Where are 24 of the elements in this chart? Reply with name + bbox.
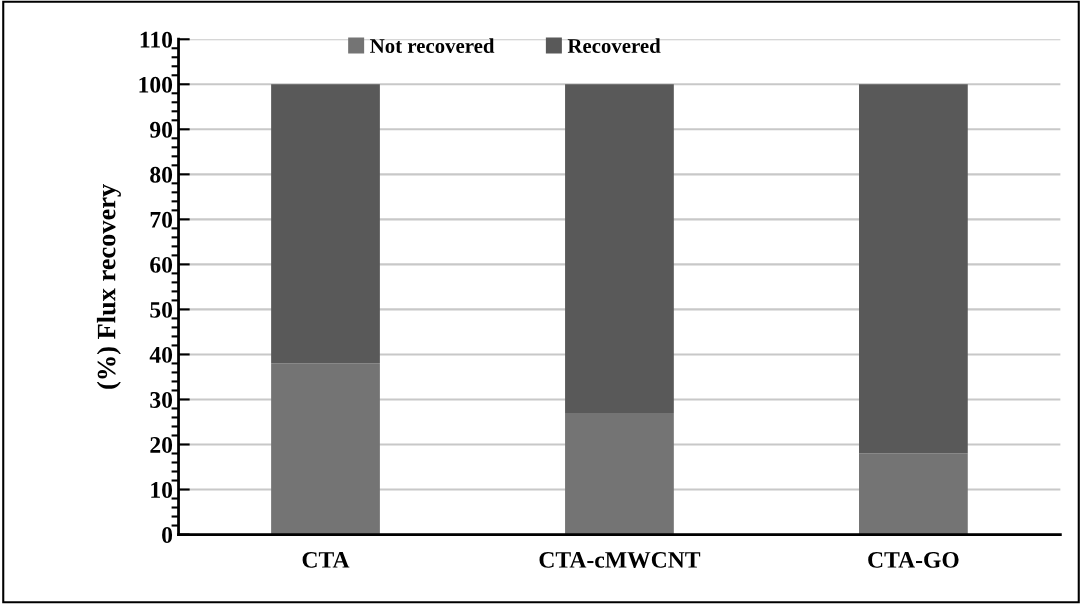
bar: [859, 84, 968, 454]
y-tick-label: 90: [150, 121, 173, 138]
y-tick-label: 0: [162, 527, 173, 543]
y-tick-label: 110: [140, 31, 173, 48]
y-tick-label: 60: [150, 256, 173, 273]
x-tick-label: CTA: [302, 551, 350, 568]
legend-label: Not recovered: [370, 38, 495, 53]
x-tick-label: CTA-cMWCNT: [539, 551, 701, 568]
y-tick-label: 30: [150, 391, 173, 408]
y-tick-label: 100: [139, 76, 173, 93]
bar: [859, 453, 968, 535]
y-tick-label: 70: [150, 211, 173, 228]
y-tick-label: 10: [151, 482, 173, 498]
y-tick-label: 80: [150, 166, 173, 183]
y-tick-label: 50: [150, 301, 173, 318]
y-axis-title: (%) Flux recovery: [96, 184, 121, 389]
y-tick-label: 20: [150, 436, 173, 453]
bar: [565, 412, 674, 535]
legend-label: Recovered: [567, 38, 661, 53]
bar: [565, 84, 674, 413]
bar: [271, 363, 380, 535]
x-tick-label: CTA-GO: [868, 551, 959, 568]
y-tick-label: 40: [149, 346, 173, 363]
bar: [271, 84, 380, 364]
